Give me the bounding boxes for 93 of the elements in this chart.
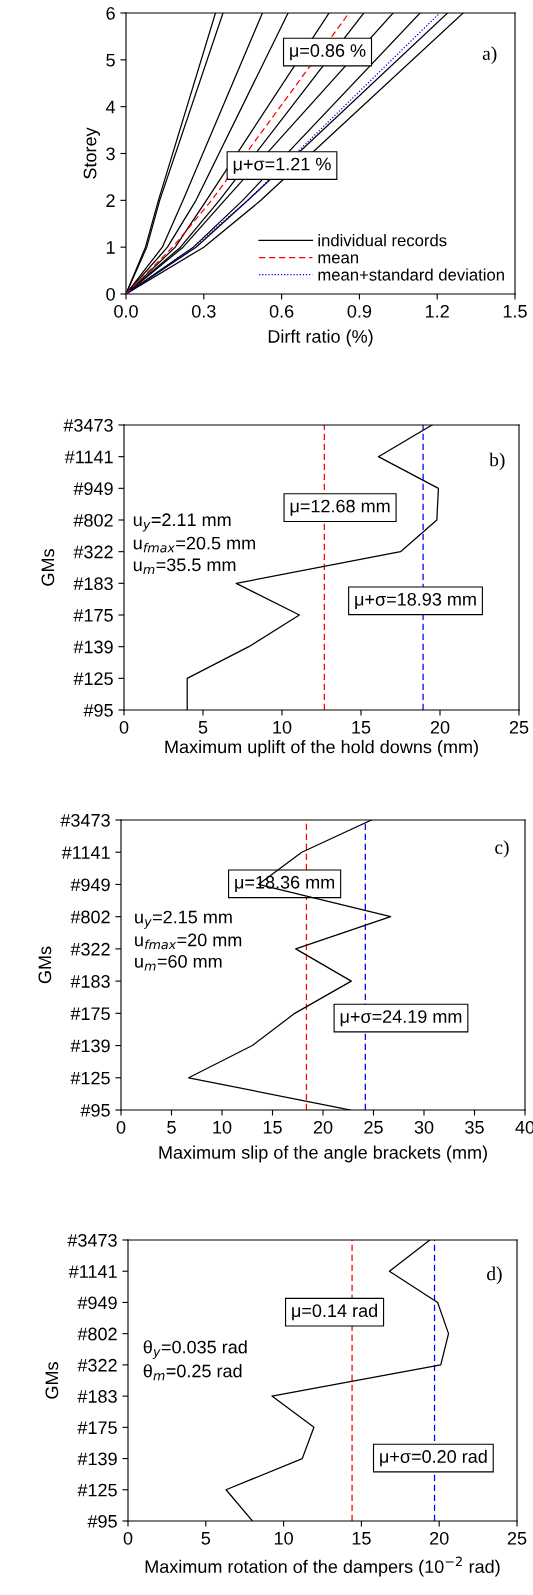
y-tick-label: #802: [70, 910, 110, 924]
annotation: μ+σ=1.21 %: [233, 157, 331, 174]
x-tick-label: 35: [465, 1120, 484, 1134]
annotation: u$_{m}$=35.5 mm: [133, 558, 236, 574]
y-tick-label: #802: [77, 1327, 117, 1341]
annotation: u$_{fmax}$=20 mm: [135, 933, 242, 950]
annotation: b): [489, 452, 505, 471]
ref-line-label: μ+σ=24.19 mm: [340, 1010, 462, 1027]
x-tick-label: 10: [273, 720, 292, 734]
x-tick-label: 15: [352, 1532, 371, 1545]
y-tick-label: #3473: [60, 813, 110, 827]
ref-line-label: μ+σ=18.93 mm: [355, 592, 476, 609]
y-tick-label: #95: [83, 703, 113, 717]
y-tick-label: 6: [106, 6, 115, 20]
y-tick-label: #139: [77, 1452, 117, 1466]
y-tick-label: 5: [106, 53, 115, 67]
legend-label: mean: [318, 254, 358, 264]
y-tick-label: #95: [80, 1103, 110, 1117]
y-tick-label: 2: [106, 194, 115, 207]
annotation: c): [495, 840, 509, 858]
x-tick-label: 0.6: [269, 304, 294, 318]
x-tick-label: 5: [198, 721, 208, 734]
x-axis-title: Maximum slip of the angle brackets (mm): [159, 1145, 487, 1163]
x-tick-label: 0.9: [347, 304, 372, 318]
x-tick-label: 0: [123, 1531, 133, 1545]
x-axis-title: Maximum rotation of the dampers (10$^{−2}$ rad): [145, 1556, 500, 1577]
annotation: u$_{y}$=2.15 mm: [135, 910, 232, 929]
y-tick-label: #1141: [61, 846, 110, 859]
x-tick-label: 0.0: [114, 304, 138, 318]
annotation: μ=0.14 rad: [292, 1303, 377, 1321]
y-tick-label: #949: [73, 482, 113, 496]
y-axis-title: GMs: [41, 549, 55, 586]
y-tick-label: #175: [70, 1007, 110, 1021]
y-tick-label: #183: [73, 577, 113, 591]
y-axis-title: GMs: [45, 1362, 59, 1399]
x-tick-label: 0: [119, 720, 129, 734]
y-tick-label: #183: [77, 1390, 117, 1403]
y-tick-label: #1141: [64, 450, 113, 464]
y-tick-label: #322: [70, 942, 110, 956]
annotation: d): [487, 1266, 502, 1285]
y-tick-label: #175: [77, 1421, 117, 1435]
x-tick-label: 20: [313, 1120, 333, 1134]
legend-label: individual records: [318, 234, 447, 247]
x-tick-label: 1.2: [426, 304, 449, 318]
x-tick-label: 30: [414, 1120, 434, 1134]
x-tick-label: 25: [364, 1120, 383, 1134]
x-tick-label: 20: [430, 1531, 449, 1545]
y-tick-label: #949: [70, 878, 110, 892]
annotation: μ+σ=0.20 rad: [380, 1449, 487, 1467]
y-tick-label: #125: [70, 1071, 110, 1085]
annotation: a): [482, 46, 497, 64]
x-tick-label: 15: [263, 1121, 282, 1134]
y-axis-title: GMs: [38, 946, 52, 984]
y-tick-label: #322: [73, 545, 113, 559]
x-axis-title: Maximum uplift of the hold downs (mm): [165, 740, 478, 757]
annotation: u$_{y}$=2.11 mm: [133, 513, 231, 532]
y-tick-label: #3473: [67, 1233, 117, 1247]
y-tick-label: #322: [77, 1358, 117, 1372]
y-tick-label: 0: [106, 287, 115, 301]
y-tick-label: #802: [73, 513, 113, 527]
x-tick-label: 25: [507, 1531, 527, 1545]
y-tick-label: #175: [73, 609, 113, 622]
x-tick-label: 1.5: [503, 305, 527, 318]
x-tick-label: 25: [509, 720, 529, 734]
y-tick-label: 4: [105, 100, 116, 114]
x-tick-label: 0: [116, 1120, 126, 1134]
annotation: u$_{fmax}$=20.5 mm: [133, 536, 255, 553]
y-tick-label: #183: [70, 975, 110, 988]
annotation: μ=0.86 %: [290, 44, 366, 61]
annotation: θ$_{m}$=0.25 rad: [143, 1364, 242, 1381]
x-tick-label: 5: [167, 1121, 176, 1134]
y-tick-label: #139: [73, 640, 113, 654]
annotation: u$_{m}$=60 mm: [135, 955, 222, 971]
x-tick-label: 5: [201, 1532, 211, 1545]
ref-line-label: μ=12.68 mm: [290, 499, 390, 516]
x-tick-label: 15: [352, 721, 371, 734]
y-tick-label: #1141: [68, 1265, 117, 1278]
y-axis-title: Storey: [83, 127, 100, 179]
y-tick-label: #139: [70, 1039, 110, 1053]
annotation: θ$_{y}$=0.035 rad: [143, 1340, 247, 1359]
x-tick-label: 0.3: [191, 304, 216, 318]
y-tick-label: 3: [106, 147, 115, 161]
y-tick-label: #125: [77, 1483, 117, 1497]
y-tick-label: #949: [77, 1296, 117, 1310]
x-axis-title: Dirft ratio (%): [268, 329, 373, 347]
y-tick-label: #125: [73, 672, 113, 686]
legend-label: mean+standard deviation: [318, 268, 504, 281]
x-tick-label: 10: [213, 1120, 232, 1134]
x-tick-label: 10: [274, 1531, 293, 1545]
y-tick-label: 1: [106, 241, 115, 254]
x-tick-label: 20: [430, 720, 450, 734]
y-tick-label: #3473: [63, 418, 113, 432]
y-tick-label: #95: [87, 1514, 117, 1528]
